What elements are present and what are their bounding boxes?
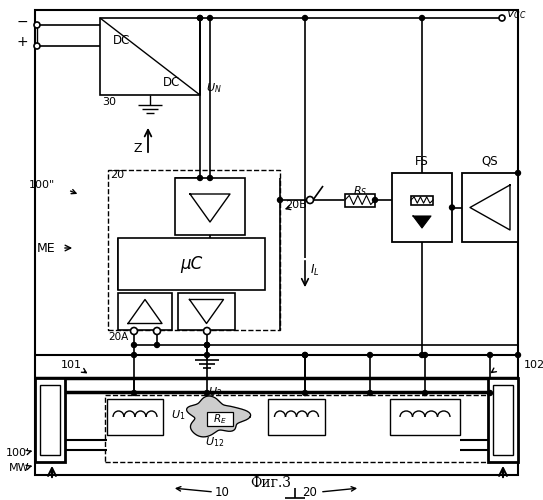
Text: $U_{12}$: $U_{12}$ [205,435,225,449]
Circle shape [277,198,282,202]
Text: MW: MW [9,463,30,473]
Text: $U_2$: $U_2$ [208,385,222,399]
Text: $V_{CC}$: $V_{CC}$ [506,7,527,21]
Text: 20A: 20A [108,332,128,342]
Circle shape [302,352,307,358]
Circle shape [130,328,137,334]
Circle shape [205,390,210,396]
Bar [390,399,460,435]
Text: 102: 102 [524,360,543,370]
Bar [108,170,280,330]
Text: $U_N$: $U_N$ [206,81,222,95]
Text: 100": 100" [29,180,55,190]
Circle shape [372,198,377,202]
Bar [100,18,200,95]
Circle shape [450,205,454,210]
Text: μC: μC [180,255,203,273]
Text: Фиг.3: Фиг.3 [250,476,292,490]
Text: Z: Z [134,142,142,154]
Circle shape [515,352,521,358]
Circle shape [198,16,203,20]
Text: 101: 101 [61,360,82,370]
Bar [40,385,60,455]
Circle shape [131,390,136,396]
Text: FS: FS [415,155,429,168]
Circle shape [205,352,210,358]
Text: $U_1$: $U_1$ [171,408,185,422]
Bar [268,399,325,435]
Text: −: − [16,15,28,29]
Text: 20: 20 [302,486,318,500]
Text: QS: QS [482,155,498,168]
Text: ME: ME [36,242,55,254]
Bar [105,395,490,462]
Circle shape [205,342,210,347]
Circle shape [302,352,307,358]
Circle shape [205,342,210,347]
Text: $I_L$: $I_L$ [310,262,320,278]
Text: $R_E$: $R_E$ [213,412,227,426]
Bar [175,178,245,235]
Bar [392,173,452,242]
Circle shape [207,176,212,180]
Bar [207,412,233,426]
Bar [118,293,172,330]
Text: 100': 100' [6,448,30,458]
Text: DC: DC [163,76,181,90]
Circle shape [154,328,161,334]
Bar [35,378,65,462]
Bar [107,399,163,435]
Text: +: + [16,35,28,49]
Bar [345,194,375,206]
Circle shape [368,352,372,358]
Circle shape [515,170,521,175]
Circle shape [198,176,203,180]
Circle shape [420,352,425,358]
Circle shape [488,390,493,396]
Circle shape [420,16,425,20]
Text: 20: 20 [110,170,124,180]
Circle shape [198,16,203,20]
Bar [118,238,265,290]
Circle shape [422,352,427,358]
Circle shape [207,16,212,20]
Circle shape [131,352,136,358]
Circle shape [306,196,313,203]
Circle shape [499,15,505,21]
Circle shape [34,22,40,28]
Bar [493,385,513,455]
Circle shape [488,352,493,358]
Circle shape [155,342,160,347]
Circle shape [302,390,307,396]
Circle shape [368,390,372,396]
Circle shape [34,43,40,49]
Circle shape [422,390,427,396]
Bar [488,378,518,462]
Text: 30: 30 [102,97,116,107]
Bar [462,173,518,242]
Circle shape [302,16,307,20]
Bar [411,196,433,204]
Text: DC: DC [113,34,131,46]
Circle shape [131,342,136,347]
Polygon shape [187,396,250,437]
Text: 20B: 20B [285,200,307,210]
Circle shape [204,328,211,334]
Bar [35,10,518,475]
Bar [178,293,235,330]
Text: 10: 10 [214,486,230,500]
Text: $R_S$: $R_S$ [353,184,367,198]
Polygon shape [413,216,431,228]
